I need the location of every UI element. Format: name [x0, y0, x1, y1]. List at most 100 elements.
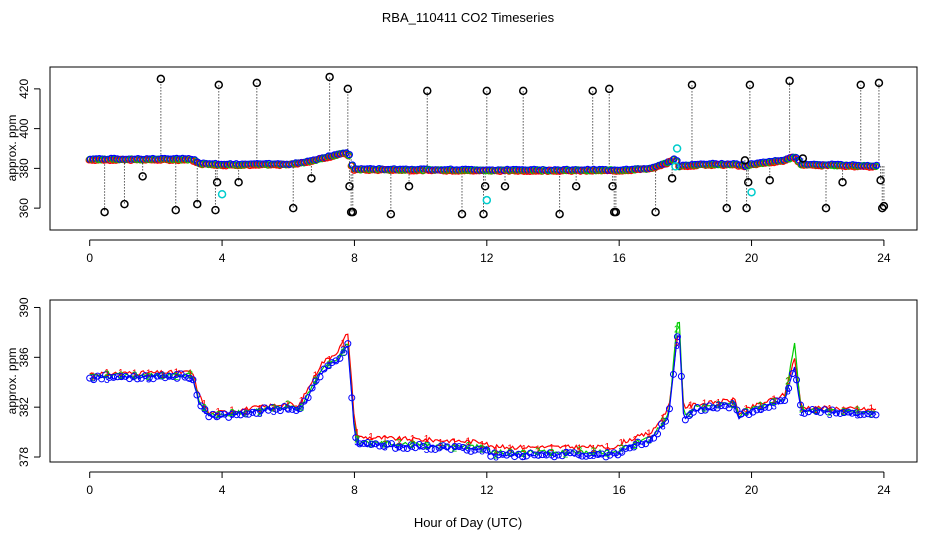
series-point — [348, 394, 356, 402]
series-point — [169, 372, 177, 380]
y-tick-label: 382 — [17, 397, 31, 417]
outlier-point — [651, 207, 660, 217]
series-digit-2: 2 — [424, 441, 430, 452]
series-point — [356, 440, 364, 448]
series-point — [391, 444, 399, 452]
series-point — [542, 451, 550, 459]
outlier-point — [742, 203, 751, 213]
series-point — [467, 447, 475, 455]
series-point — [368, 440, 376, 448]
series-digit-1: 1 — [549, 443, 555, 454]
series-point — [431, 445, 439, 453]
series-point — [479, 445, 487, 453]
series-point — [260, 404, 268, 412]
series-point — [848, 409, 856, 417]
outlier-point — [588, 86, 597, 96]
series-digit-3: 3 — [410, 442, 416, 453]
series-digit-1: 1 — [493, 445, 499, 456]
series-point — [681, 416, 689, 424]
series-point — [384, 440, 392, 448]
series-digit-2: 2 — [215, 410, 221, 421]
series-point — [395, 442, 403, 450]
series-digit-1: 1 — [632, 435, 638, 446]
series-digit-3: 3 — [799, 408, 805, 419]
series-digit-1: 1 — [535, 444, 541, 455]
series-digit-3: 3 — [313, 377, 319, 388]
series-point — [451, 443, 459, 451]
series-digit-1: 1 — [354, 428, 360, 439]
series-digit-1: 1 — [841, 406, 847, 417]
y-tick-label: 386 — [17, 347, 31, 367]
series-point — [800, 409, 808, 417]
x-tick-label: 0 — [86, 251, 93, 265]
outlier-point — [667, 174, 677, 183]
series-point — [475, 445, 483, 453]
outlier-point — [480, 182, 490, 191]
series-point — [185, 374, 193, 382]
outlier-point — [345, 182, 354, 191]
series-digit-1: 1 — [438, 438, 444, 449]
x-tick-label: 12 — [480, 251, 494, 265]
series-point — [769, 398, 777, 406]
series-point — [677, 372, 685, 380]
series-point — [630, 443, 638, 451]
series-digit-3: 3 — [146, 375, 152, 386]
series-digit-3: 3 — [757, 404, 763, 415]
series-digit-1: 1 — [132, 368, 138, 379]
series-digit-1: 1 — [730, 398, 736, 409]
series-point — [316, 373, 324, 381]
series-point — [602, 453, 610, 461]
series-point — [233, 411, 241, 419]
series-point — [141, 372, 149, 380]
series-digit-3: 3 — [243, 410, 249, 421]
series-point — [646, 436, 654, 444]
series-point — [586, 452, 594, 460]
series-point — [372, 440, 380, 448]
series-digit-1: 1 — [563, 443, 569, 454]
outlier-point — [500, 182, 510, 191]
series-digit-3: 3 — [577, 450, 583, 461]
outlier-point — [422, 86, 432, 96]
series-digit-1: 1 — [660, 414, 666, 425]
series-point — [733, 406, 741, 414]
series-digit-2: 2 — [90, 373, 96, 384]
series-point — [201, 405, 209, 413]
series-digit-1: 1 — [410, 434, 416, 445]
series-point — [852, 409, 860, 417]
outlier-point — [687, 80, 697, 90]
series-point — [423, 441, 431, 449]
series-digit-2: 2 — [243, 409, 249, 420]
series-point — [558, 452, 566, 460]
outlier-point — [743, 178, 753, 187]
series-digit-1: 1 — [785, 376, 791, 387]
series-digit-2: 2 — [604, 449, 610, 460]
series-digit-3: 3 — [382, 443, 388, 454]
y-tick-label: 380 — [17, 158, 31, 178]
x-tick-label: 24 — [877, 251, 891, 265]
series-point — [284, 405, 292, 413]
series-line-1 — [89, 333, 877, 451]
series-point — [328, 359, 336, 367]
series-point — [189, 376, 197, 384]
series-digit-2: 2 — [563, 450, 569, 461]
series-digit-2: 2 — [327, 360, 333, 371]
series-point — [574, 450, 582, 458]
series-point — [582, 452, 590, 460]
series-point — [534, 451, 542, 459]
series-digit-2: 2 — [799, 404, 805, 415]
outlier-point — [482, 86, 492, 96]
series-digit-1: 1 — [452, 438, 458, 449]
series-digit-2: 2 — [188, 369, 194, 380]
outlier-point — [876, 176, 885, 185]
series-digit-3: 3 — [813, 406, 819, 417]
series-point — [511, 453, 519, 461]
series-point — [435, 444, 443, 452]
series-digit-3: 3 — [188, 374, 194, 385]
series-point — [538, 451, 546, 459]
x-tick-label: 4 — [219, 251, 226, 265]
series-digit-2: 2 — [396, 438, 402, 449]
outlier-point — [171, 205, 180, 215]
series-point — [840, 409, 848, 417]
series-point — [276, 407, 284, 415]
series-point — [463, 446, 471, 454]
